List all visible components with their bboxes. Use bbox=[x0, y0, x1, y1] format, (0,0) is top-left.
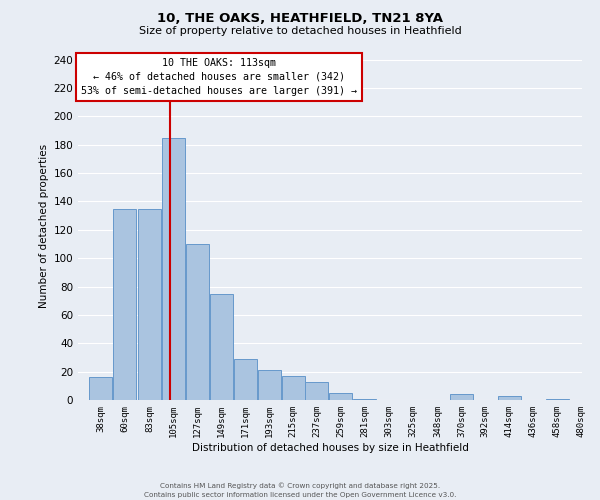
Bar bbox=[329, 393, 352, 400]
Bar bbox=[545, 398, 569, 400]
Bar bbox=[113, 208, 136, 400]
Bar bbox=[498, 396, 521, 400]
Bar bbox=[281, 376, 305, 400]
Text: 10 THE OAKS: 113sqm
← 46% of detached houses are smaller (342)
53% of semi-detac: 10 THE OAKS: 113sqm ← 46% of detached ho… bbox=[81, 58, 357, 96]
Bar bbox=[305, 382, 328, 400]
X-axis label: Distribution of detached houses by size in Heathfield: Distribution of detached houses by size … bbox=[191, 442, 469, 452]
Bar bbox=[234, 359, 257, 400]
Bar bbox=[186, 244, 209, 400]
Bar bbox=[138, 208, 161, 400]
Text: Size of property relative to detached houses in Heathfield: Size of property relative to detached ho… bbox=[139, 26, 461, 36]
Text: Contains HM Land Registry data © Crown copyright and database right 2025.: Contains HM Land Registry data © Crown c… bbox=[160, 482, 440, 489]
Bar bbox=[210, 294, 233, 400]
Bar bbox=[162, 138, 185, 400]
Bar bbox=[450, 394, 473, 400]
Bar bbox=[257, 370, 281, 400]
Bar bbox=[89, 378, 112, 400]
Text: 10, THE OAKS, HEATHFIELD, TN21 8YA: 10, THE OAKS, HEATHFIELD, TN21 8YA bbox=[157, 12, 443, 26]
Y-axis label: Number of detached properties: Number of detached properties bbox=[39, 144, 49, 308]
Text: Contains public sector information licensed under the Open Government Licence v3: Contains public sector information licen… bbox=[144, 492, 456, 498]
Bar bbox=[353, 398, 376, 400]
